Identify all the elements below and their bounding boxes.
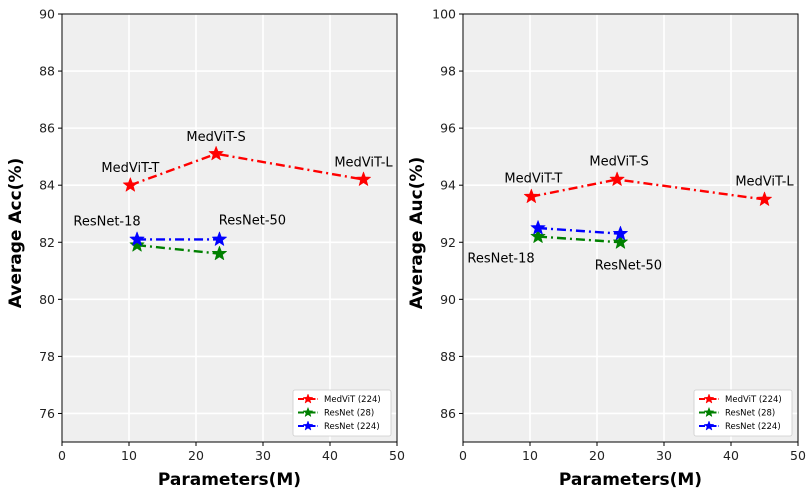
x-axis-label: Parameters(M) (158, 470, 301, 490)
point-annotation: MedViT-L (735, 174, 794, 189)
legend-label: MedViT (224) (725, 395, 782, 405)
legend: MedViT (224) ResNet (28) ResNet (224) (693, 389, 793, 437)
legend-label: ResNet (224) (725, 422, 781, 432)
legend-marker (703, 420, 715, 431)
point-annotation: ResNet-50 (219, 213, 286, 228)
y-tick-label: 90 (39, 7, 55, 22)
x-axis-label: Parameters(M) (559, 470, 702, 490)
x-tick-label: 10 (121, 448, 137, 463)
y-tick-label: 94 (440, 178, 456, 193)
point-annotation: MedViT-T (101, 161, 159, 176)
point-annotation: MedViT-T (504, 172, 562, 187)
legend-label: ResNet (224) (324, 422, 380, 432)
legend-label: ResNet (28) (725, 409, 775, 419)
y-tick-label: 76 (39, 406, 55, 421)
plot-area (463, 14, 798, 442)
point-annotation: ResNet-18 (73, 214, 140, 229)
data-point-marker (530, 228, 546, 243)
y-axis-label: Average Acc(%) (6, 158, 26, 309)
data-point-marker (613, 234, 628, 249)
x-tick-label: 50 (389, 448, 405, 463)
series-line-2 (136, 243, 220, 255)
x-tick-label: 20 (188, 448, 204, 463)
point-annotation: ResNet-18 (467, 252, 534, 267)
data-point-marker (757, 191, 772, 206)
x-tick-label: 40 (723, 448, 739, 463)
legend-box (693, 389, 793, 437)
y-tick-label: 88 (440, 349, 456, 364)
y-tick-label: 86 (39, 121, 55, 136)
point-annotation: MedViT-S (186, 130, 245, 145)
point-annotation: MedViT-L (334, 155, 393, 170)
data-point-marker (613, 225, 628, 241)
legend-marker (703, 406, 715, 418)
y-axis-label: Average Auc(%) (407, 157, 427, 310)
legend-label: MedViT (224) (324, 395, 381, 405)
legend-marker (302, 406, 314, 418)
x-tick-label: 50 (790, 448, 806, 463)
y-tick-label: 86 (440, 406, 456, 421)
y-tick-label: 78 (39, 349, 55, 364)
legend-marker (302, 420, 314, 431)
x-tick-label: 30 (255, 448, 271, 463)
data-point-marker (356, 171, 371, 186)
legend-marker (302, 393, 314, 404)
y-tick-label: 84 (39, 178, 55, 193)
legend: MedViT (224) ResNet (28) ResNet (224) (292, 389, 392, 437)
data-point-marker (129, 237, 145, 252)
y-tick-label: 80 (39, 292, 55, 307)
plot-frame (61, 13, 398, 443)
legend-label: ResNet (28) (324, 409, 374, 419)
y-tick-label: 100 (432, 7, 456, 22)
data-point-marker (212, 245, 227, 261)
x-tick-label: 40 (322, 448, 338, 463)
x-tick-label: 20 (589, 448, 605, 463)
data-point-marker (530, 220, 546, 235)
plot-frame (462, 13, 799, 443)
y-tick-label: 92 (440, 235, 456, 250)
data-point-marker (212, 231, 227, 246)
x-tick-label: 30 (656, 448, 672, 463)
data-point-marker (609, 171, 625, 186)
y-tick-label: 82 (39, 235, 55, 250)
y-tick-label: 96 (440, 121, 456, 136)
series-line-1 (129, 152, 364, 187)
plot-area (62, 14, 397, 442)
x-tick-label: 0 (58, 448, 66, 463)
legend-marker (703, 393, 715, 404)
legend-box (292, 389, 392, 437)
series-line-3 (537, 226, 621, 235)
point-annotation: ResNet-50 (595, 258, 662, 273)
point-annotation: MedViT-S (589, 154, 648, 169)
data-point-marker (523, 188, 539, 203)
data-point-marker (208, 146, 224, 161)
x-tick-label: 10 (522, 448, 538, 463)
y-tick-label: 88 (39, 64, 55, 79)
y-tick-label: 98 (440, 64, 456, 79)
x-tick-label: 0 (459, 448, 467, 463)
subplot-1: 0 10 20 30 40 50 76 78 80 82 84 86 88 90 Parameters(M)… (6, 7, 405, 490)
y-tick-label: 90 (440, 292, 456, 307)
subplot-2: 0 10 20 30 40 50 86 88 90 92 94 96 98 100 Parameters(M… (407, 7, 806, 490)
data-point-marker (129, 231, 145, 246)
data-point-marker (122, 177, 138, 192)
series-line-2 (537, 235, 621, 244)
